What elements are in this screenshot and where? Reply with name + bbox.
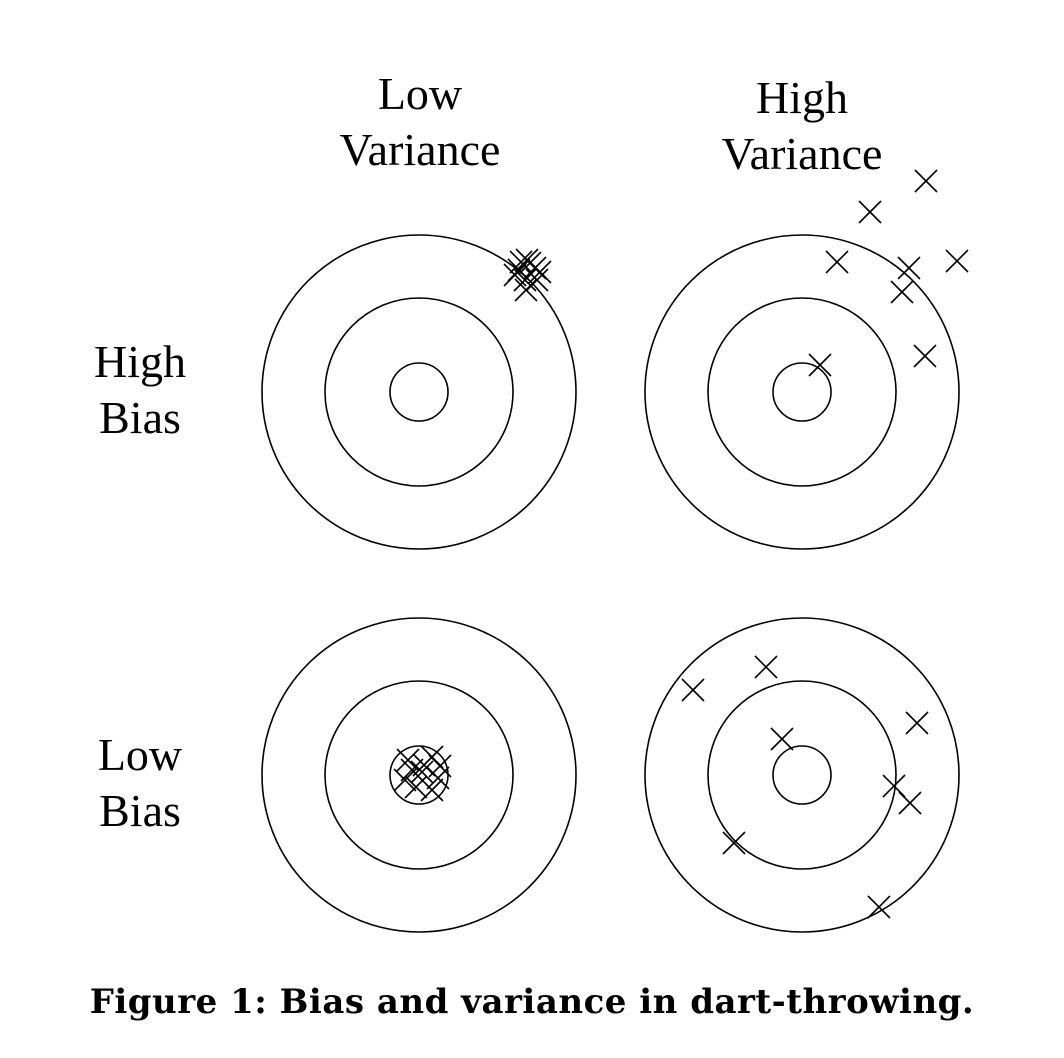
dart-mark-icon [945,249,969,273]
row-header-low-bias: Low Bias [50,727,230,839]
figure-caption: Figure 1: Bias and variance in dart-thro… [89,982,975,1022]
dart-mark-icon [514,278,538,302]
dart-mark-icon [913,344,937,368]
target-high-bias-high-variance [644,169,969,550]
dart-mark-icon [890,280,914,304]
row-header-high-bias-line2: Bias [99,392,181,443]
column-header-low-variance: Low Variance [300,66,540,178]
dart-mark-icon [858,200,882,224]
column-header-high-variance-line1: High [756,72,848,123]
dart-mark-icon [681,678,705,702]
outer-ring [644,234,960,550]
dart-mark-icon [897,256,921,280]
column-header-low-variance-line1: Low [377,68,463,119]
bullseye-ring [772,362,832,422]
dart-mark-icon [396,748,420,772]
column-header-high-variance-line2: Variance [721,128,883,179]
outer-ring [261,234,577,550]
bullseye-ring [772,745,832,805]
dart-mark-icon [770,727,794,751]
dart-mark-icon [808,353,832,377]
outer-ring [644,617,960,933]
row-header-high-bias: High Bias [50,334,230,446]
dart-mark-icon [420,778,444,802]
dart-mark-icon [825,250,849,274]
dart-mark-icon [404,775,428,799]
middle-ring [707,297,897,487]
row-header-low-bias-line2: Bias [99,785,181,836]
dart-mark-icon [518,251,542,275]
target-low-bias-low-variance [261,617,577,933]
column-header-low-variance-line2: Variance [339,124,501,175]
dart-mark-icon [503,263,527,287]
dart-mark-icon [509,250,533,274]
dart-targets-diagram [261,169,969,933]
column-header-high-variance: High Variance [682,70,922,182]
middle-ring [324,297,514,487]
dart-mark-icon [754,655,778,679]
dart-mark-icon [410,760,434,784]
outer-ring [261,617,577,933]
dart-mark-icon [400,758,424,782]
dart-mark-icon [905,711,929,735]
dart-mark-icon [722,831,746,855]
bullseye-ring [389,362,449,422]
row-header-high-bias-line1: High [94,336,186,387]
targets-layer [261,169,969,933]
dart-mark-icon [914,169,938,193]
target-high-bias-low-variance [261,234,577,550]
middle-ring [324,680,514,870]
dart-mark-icon [428,754,452,778]
target-low-bias-high-variance [644,617,960,933]
middle-ring [707,680,897,870]
dart-mark-icon [898,791,922,815]
dart-mark-icon [867,895,891,919]
dart-mark-icon [393,768,417,792]
row-header-low-bias-line1: Low [97,729,183,780]
